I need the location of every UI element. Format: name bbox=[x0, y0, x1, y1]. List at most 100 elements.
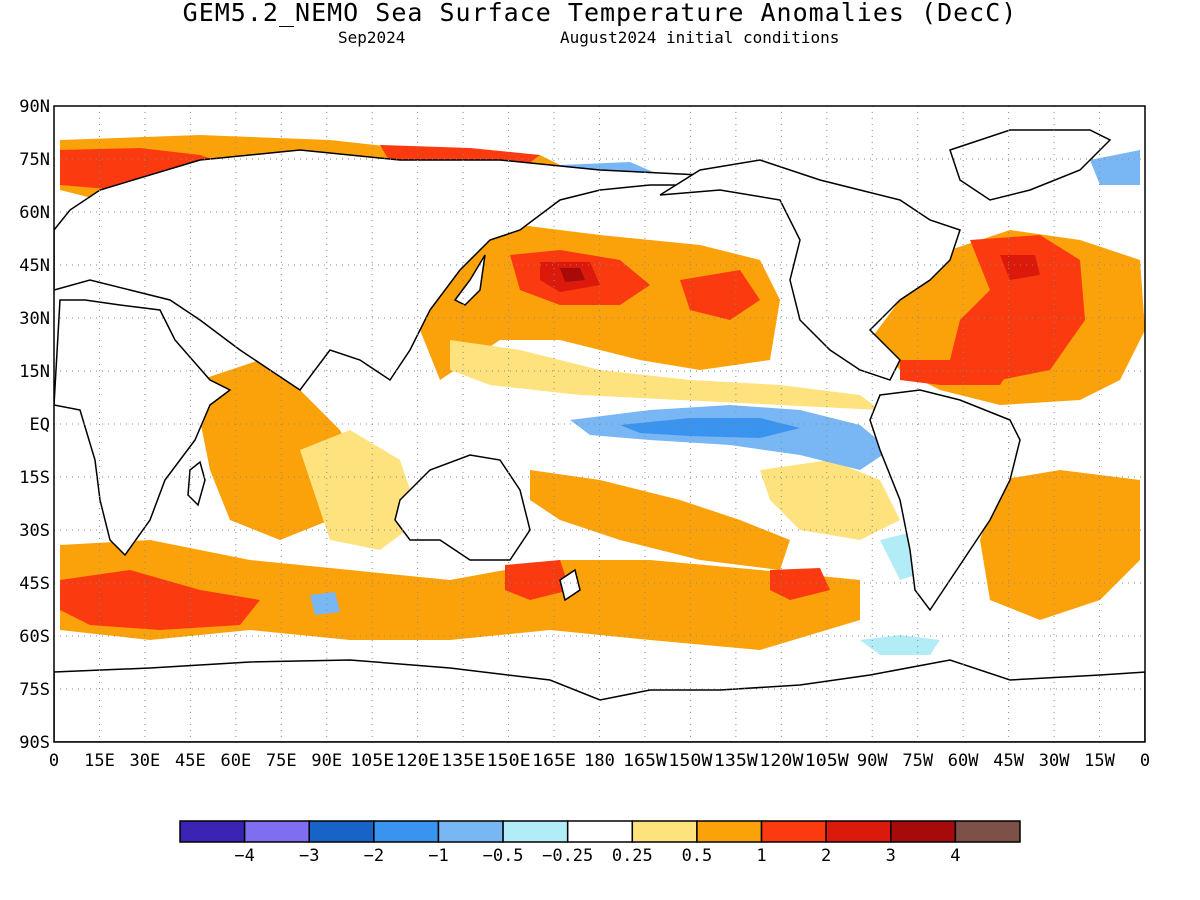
colorbar: −4 −3 −2 −1 −0.5 −0.25 0.25 0.5 1 2 3 4 bbox=[179, 820, 1021, 866]
chart-title: GEM5.2_NEMO Sea Surface Temperature Anom… bbox=[182, 0, 1018, 27]
colorbar-label: −2 bbox=[364, 846, 384, 866]
lon-tick-label: 30E bbox=[130, 751, 161, 771]
lat-tick-label: 90S bbox=[19, 733, 50, 753]
coastline-madagascar bbox=[187, 460, 206, 507]
lat-tick-label: 30S bbox=[19, 521, 50, 541]
colorbar-label: 1 bbox=[756, 846, 766, 866]
anomaly-region-red bbox=[680, 270, 760, 320]
lon-tick-label: 45W bbox=[993, 751, 1024, 771]
lon-tick-label: 135E bbox=[441, 751, 485, 771]
coastline-africa bbox=[54, 299, 232, 557]
anomaly-region-lightblue bbox=[310, 592, 340, 615]
lat-tick-label: EQ bbox=[30, 415, 50, 435]
coastline-new-zealand bbox=[559, 568, 581, 602]
coastline-south-america bbox=[869, 389, 1021, 612]
lon-tick-label: 0 bbox=[1140, 751, 1150, 771]
anomaly-region-orange bbox=[60, 540, 860, 650]
lat-tick-label: 15N bbox=[19, 362, 50, 382]
colorbar-label: −0.25 bbox=[542, 846, 593, 866]
colorbar-label: 4 bbox=[950, 846, 960, 866]
coastlines bbox=[54, 129, 1145, 742]
coastline-eurasia bbox=[54, 149, 721, 392]
anomaly-region-yellow bbox=[760, 460, 900, 540]
lat-tick-label: 60N bbox=[19, 203, 50, 223]
colorbar-label: 0.25 bbox=[612, 846, 653, 866]
lat-tick-label: 90N bbox=[19, 97, 50, 117]
colorbar-swatch bbox=[760, 820, 827, 843]
coastline-north-america bbox=[659, 159, 961, 381]
forecast-month-label: Sep2024 bbox=[338, 28, 406, 47]
lon-tick-label: 120W bbox=[759, 751, 804, 771]
colorbar-label: −4 bbox=[234, 846, 254, 866]
lon-tick-label: 90W bbox=[857, 751, 888, 771]
lon-tick-label: 165W bbox=[623, 751, 668, 771]
anomaly-region-darkred bbox=[560, 268, 585, 282]
lon-tick-label: 105E bbox=[350, 751, 394, 771]
anomaly-region-red bbox=[505, 560, 570, 600]
lon-tick-label: 180 bbox=[584, 751, 615, 771]
colorbar-label: −1 bbox=[428, 846, 448, 866]
anomaly-region-blue bbox=[620, 418, 800, 438]
lat-tick-label: 75N bbox=[19, 150, 50, 170]
anomaly-region-yellow bbox=[300, 430, 420, 550]
colorbar-swatch bbox=[502, 820, 569, 843]
colorbar-label: 2 bbox=[821, 846, 831, 866]
anomaly-region-lightblue bbox=[1090, 150, 1140, 185]
coastline-antarctica bbox=[54, 659, 1145, 742]
colorbar-swatch bbox=[308, 820, 375, 843]
colorbar-label: 3 bbox=[886, 846, 896, 866]
colorbar-swatch bbox=[631, 820, 698, 843]
anomaly-region-darkred bbox=[1000, 255, 1040, 280]
lon-tick-label: 150E bbox=[487, 751, 531, 771]
lon-tick-label: 15E bbox=[84, 751, 115, 771]
colorbar-label: −0.5 bbox=[483, 846, 524, 866]
lon-tick-label: 15W bbox=[1084, 751, 1115, 771]
coastline-australia bbox=[394, 454, 531, 561]
lon-tick-label: 60W bbox=[948, 751, 979, 771]
lat-tick-label: 75S bbox=[19, 680, 50, 700]
anomaly-region-lightblue bbox=[570, 405, 890, 470]
lon-tick-label: 165E bbox=[532, 751, 576, 771]
lat-tick-label: 45S bbox=[19, 574, 50, 594]
lon-tick-label: 60E bbox=[220, 751, 251, 771]
colorbar-label: −3 bbox=[299, 846, 319, 866]
colorbar-swatch bbox=[954, 820, 1021, 843]
lat-tick-label: 30N bbox=[19, 309, 50, 329]
anomaly-region-red bbox=[770, 568, 830, 600]
anomaly-region-yellow bbox=[450, 340, 880, 410]
anomaly-region-red bbox=[900, 360, 1010, 385]
colorbar-swatch bbox=[179, 820, 246, 843]
lat-tick-label: 60S bbox=[19, 627, 50, 647]
lon-tick-label: 120E bbox=[396, 751, 440, 771]
lon-tick-label: 75W bbox=[902, 751, 933, 771]
lon-tick-label: 0 bbox=[49, 751, 59, 771]
colorbar-swatch bbox=[373, 820, 440, 843]
anomaly-region-red bbox=[950, 235, 1085, 380]
lat-tick-label: 45N bbox=[19, 256, 50, 276]
anomaly-region-red bbox=[60, 570, 260, 630]
lat-tick-label: 15S bbox=[19, 468, 50, 488]
colorbar-swatch bbox=[825, 820, 892, 843]
lon-tick-label: 90E bbox=[311, 751, 342, 771]
lon-tick-label: 105W bbox=[805, 751, 850, 771]
lon-tick-label: 150W bbox=[668, 751, 713, 771]
lon-tick-label: 45E bbox=[175, 751, 206, 771]
anomaly-region-orange bbox=[530, 470, 790, 570]
anomaly-field bbox=[60, 135, 1145, 655]
lon-tick-label: 30W bbox=[1039, 751, 1070, 771]
map-frame bbox=[53, 105, 1146, 743]
colorbar-swatch bbox=[243, 820, 310, 843]
colorbar-swatch bbox=[890, 820, 957, 843]
anomaly-region-cyan bbox=[860, 635, 940, 655]
colorbar-swatch bbox=[437, 820, 504, 843]
colorbar-label: 0.5 bbox=[682, 846, 713, 866]
colorbar-swatch bbox=[696, 820, 763, 843]
colorbar-swatch bbox=[566, 820, 634, 843]
lon-tick-label: 135W bbox=[714, 751, 759, 771]
initial-conditions-label: August2024 initial conditions bbox=[560, 28, 840, 47]
lon-tick-label: 75E bbox=[266, 751, 297, 771]
coastline-greenland bbox=[949, 129, 1112, 201]
grid-lines bbox=[54, 106, 1145, 742]
